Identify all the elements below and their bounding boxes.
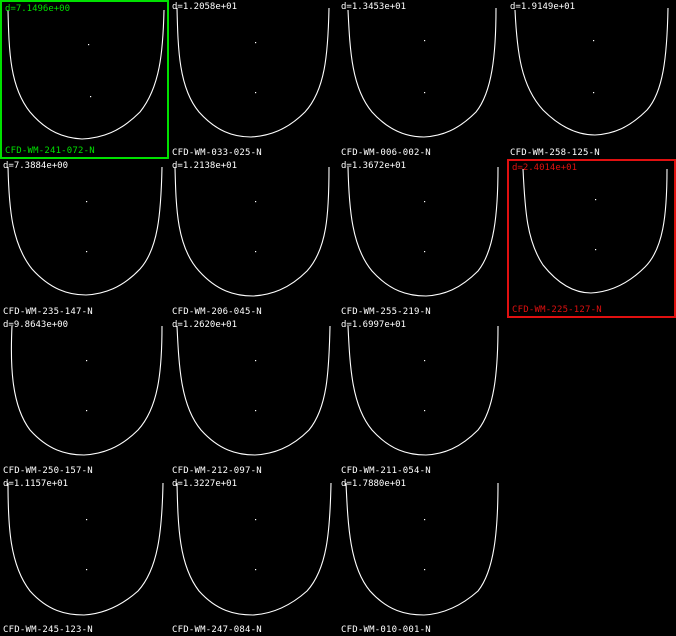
contour-line bbox=[10, 325, 163, 456]
landmark-dot bbox=[424, 201, 426, 203]
sample-id-label: CFD-WM-033-025-N bbox=[172, 148, 262, 158]
distance-label: d=1.3227e+01 bbox=[172, 479, 238, 489]
contour-cell[interactable]: d=9.8643e+00 CFD-WM-250-157-N bbox=[0, 318, 169, 477]
jaw-contour-plot bbox=[7, 166, 163, 296]
contour-line bbox=[347, 7, 497, 138]
jaw-contour-plot bbox=[174, 166, 330, 297]
contour-cell[interactable]: d=7.3884e+00 CFD-WM-235-147-N bbox=[0, 159, 169, 318]
landmark-dot bbox=[593, 92, 595, 94]
contour-line bbox=[522, 168, 668, 294]
distance-label: d=1.2058e+01 bbox=[172, 2, 238, 12]
distance-label: d=1.7880e+01 bbox=[341, 479, 407, 489]
landmark-dot bbox=[595, 199, 597, 201]
jaw-contour-plot bbox=[176, 325, 331, 456]
contour-cell[interactable]: d=7.1496e+00 CFD-WM-241-072-N bbox=[0, 0, 169, 159]
distance-label: d=7.1496e+00 bbox=[5, 4, 71, 14]
landmark-dot bbox=[86, 569, 88, 571]
sample-id-label: CFD-WM-010-001-N bbox=[341, 625, 431, 635]
landmark-dot bbox=[255, 42, 257, 44]
jaw-contour-plot bbox=[347, 7, 497, 138]
sample-id-label: CFD-WM-247-084-N bbox=[172, 625, 262, 635]
contour-cell[interactable]: d=1.1157e+01 CFD-WM-245-123-N bbox=[0, 477, 169, 636]
landmark-dot bbox=[424, 519, 426, 521]
sample-id-label: CFD-WM-258-125-N bbox=[510, 148, 600, 158]
sample-id-label: CFD-WM-006-002-N bbox=[341, 148, 431, 158]
landmark-dot bbox=[593, 40, 595, 42]
contour-cell[interactable]: d=1.3453e+01 CFD-WM-006-002-N bbox=[338, 0, 507, 159]
landmark-dot bbox=[255, 519, 257, 521]
distance-label: d=1.9149e+01 bbox=[510, 2, 576, 12]
landmark-dot bbox=[595, 249, 597, 251]
sample-id-label: CFD-WM-225-127-N bbox=[512, 305, 602, 315]
sample-id-label: CFD-WM-212-097-N bbox=[172, 466, 262, 476]
distance-label: d=7.3884e+00 bbox=[3, 161, 69, 171]
jaw-contour-plot bbox=[176, 482, 332, 616]
jaw-contour-plot bbox=[522, 168, 668, 294]
landmark-dot bbox=[86, 201, 88, 203]
jaw-contour-plot bbox=[7, 482, 164, 616]
distance-label: d=2.4014e+01 bbox=[512, 163, 578, 173]
landmark-dot bbox=[424, 360, 426, 362]
jaw-contour-plot bbox=[514, 7, 669, 136]
distance-label: d=1.6997e+01 bbox=[341, 320, 407, 330]
contour-line bbox=[7, 482, 164, 616]
contour-line bbox=[7, 166, 163, 296]
landmark-dot bbox=[90, 96, 92, 98]
distance-label: d=1.3453e+01 bbox=[341, 2, 407, 12]
jaw-contour-plot bbox=[345, 482, 499, 616]
sample-id-label: CFD-WM-245-123-N bbox=[3, 625, 93, 635]
contour-line bbox=[347, 325, 499, 456]
jaw-contour-plot bbox=[347, 166, 499, 297]
distance-label: d=1.2620e+01 bbox=[172, 320, 238, 330]
contour-cell[interactable]: d=1.7880e+01 CFD-WM-010-001-N bbox=[338, 477, 507, 636]
contour-cell[interactable]: d=2.4014e+01 CFD-WM-225-127-N bbox=[507, 159, 676, 318]
landmark-dot bbox=[424, 251, 426, 253]
sample-id-label: CFD-WM-255-219-N bbox=[341, 307, 431, 317]
landmark-dot bbox=[255, 251, 257, 253]
distance-label: d=1.2138e+01 bbox=[172, 161, 238, 171]
landmark-dot bbox=[424, 40, 426, 42]
sample-id-label: CFD-WM-250-157-N bbox=[3, 466, 93, 476]
contour-cell[interactable]: d=1.3672e+01 CFD-WM-255-219-N bbox=[338, 159, 507, 318]
contour-cell[interactable]: d=1.2058e+01 CFD-WM-033-025-N bbox=[169, 0, 338, 159]
landmark-dot bbox=[86, 360, 88, 362]
landmark-dot bbox=[86, 410, 88, 412]
distance-label: d=1.1157e+01 bbox=[3, 479, 69, 489]
contour-cell[interactable]: d=1.2620e+01 CFD-WM-212-097-N bbox=[169, 318, 338, 477]
jaw-contour-plot bbox=[10, 325, 163, 456]
contour-cell[interactable]: d=1.9149e+01 CFD-WM-258-125-N bbox=[507, 0, 676, 159]
contour-cell[interactable]: d=1.6997e+01 CFD-WM-211-054-N bbox=[338, 318, 507, 477]
jaw-contour-plot bbox=[7, 9, 165, 140]
contour-cell[interactable]: d=1.3227e+01 CFD-WM-247-084-N bbox=[169, 477, 338, 636]
landmark-dot bbox=[255, 201, 257, 203]
sample-id-label: CFD-WM-211-054-N bbox=[341, 466, 431, 476]
contour-line bbox=[174, 166, 330, 297]
landmark-dot bbox=[86, 519, 88, 521]
jaw-contour-plot bbox=[347, 325, 499, 456]
contour-line bbox=[176, 7, 330, 138]
distance-label: d=1.3672e+01 bbox=[341, 161, 407, 171]
contour-line bbox=[176, 325, 331, 456]
contour-line bbox=[347, 166, 499, 297]
sample-id-label: CFD-WM-241-072-N bbox=[5, 146, 95, 156]
landmark-dot bbox=[255, 360, 257, 362]
landmark-dot bbox=[424, 92, 426, 94]
contour-line bbox=[7, 9, 165, 140]
landmark-dot bbox=[255, 569, 257, 571]
distance-label: d=9.8643e+00 bbox=[3, 320, 69, 330]
landmark-dot bbox=[424, 410, 426, 412]
contour-line bbox=[345, 482, 499, 616]
sample-id-label: CFD-WM-235-147-N bbox=[3, 307, 93, 317]
contour-line bbox=[176, 482, 332, 616]
landmark-dot bbox=[86, 251, 88, 253]
jaw-contour-plot bbox=[176, 7, 330, 138]
landmark-dot bbox=[255, 92, 257, 94]
contour-cell[interactable]: d=1.2138e+01 CFD-WM-206-045-N bbox=[169, 159, 338, 318]
sample-id-label: CFD-WM-206-045-N bbox=[172, 307, 262, 317]
landmark-dot bbox=[88, 44, 90, 46]
landmark-dot bbox=[255, 410, 257, 412]
landmark-dot bbox=[424, 569, 426, 571]
contour-line bbox=[514, 7, 669, 136]
